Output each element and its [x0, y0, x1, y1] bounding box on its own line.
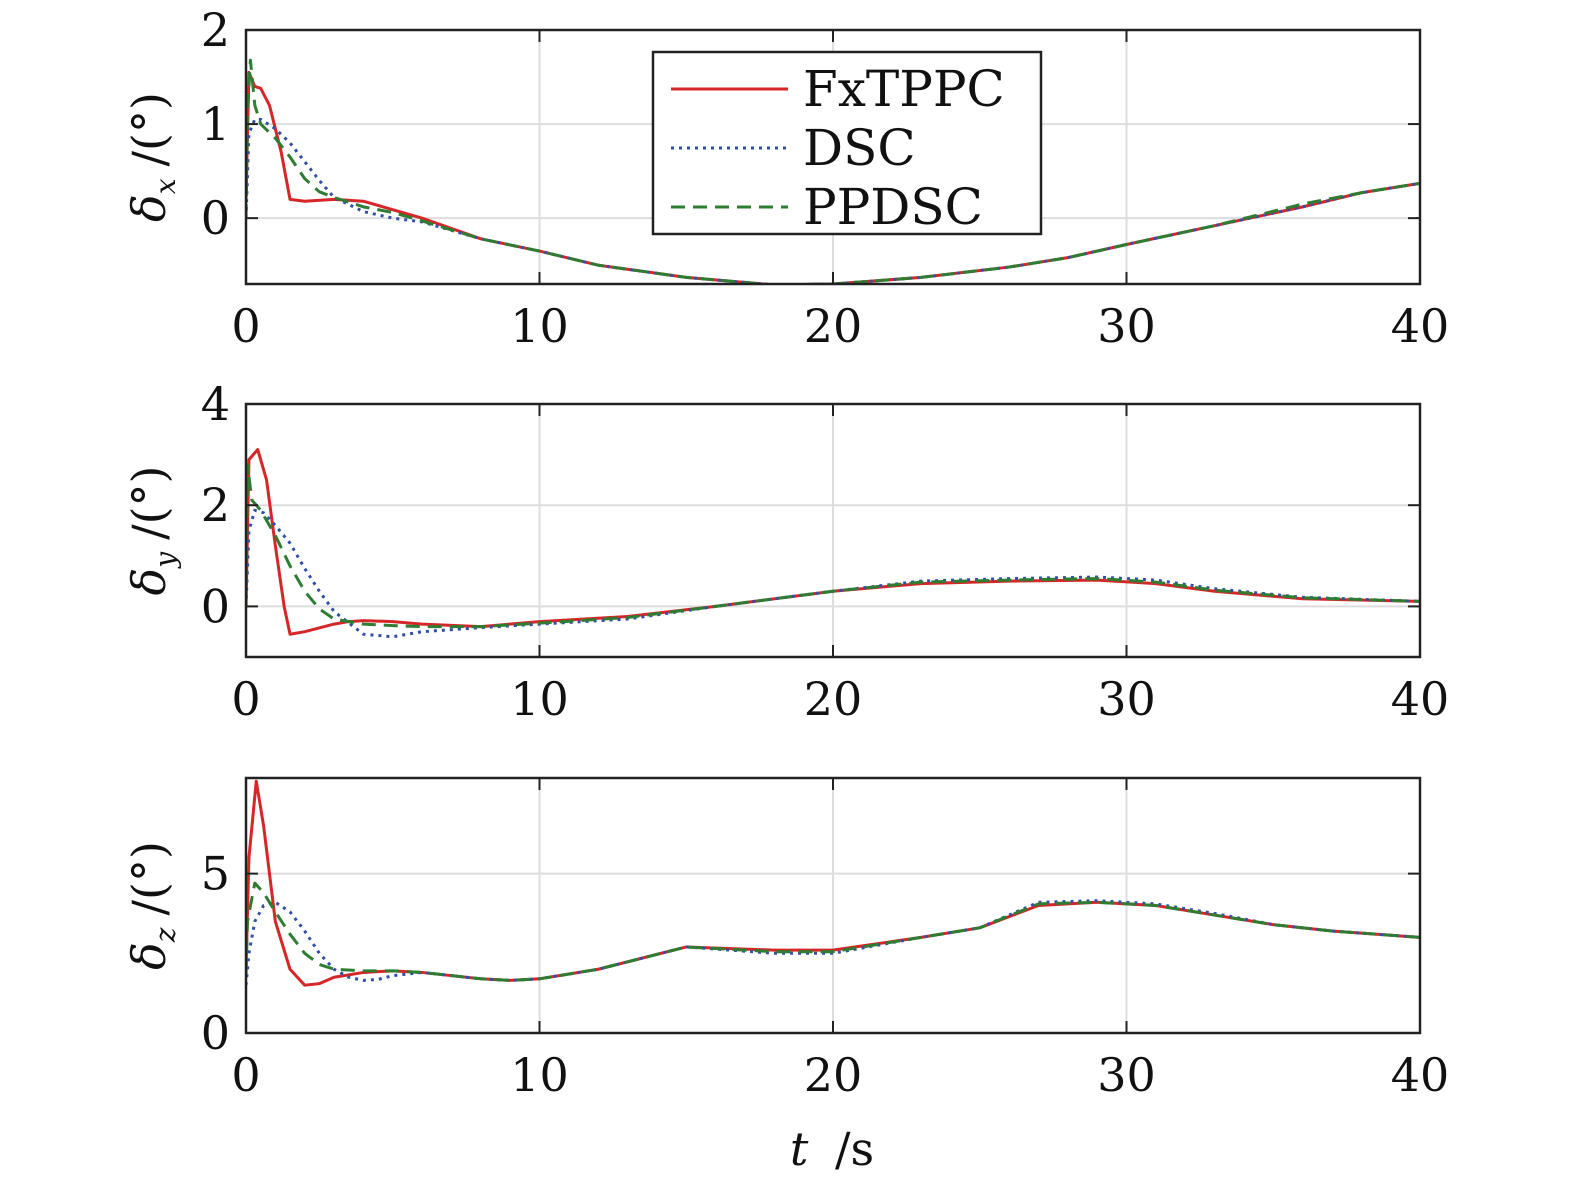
series-line-ppdsc [246, 881, 1420, 982]
y-tick-label: 4 [201, 377, 230, 431]
x-tick-label: 40 [1391, 299, 1450, 353]
y-axis-label-unit: /(°) [122, 466, 176, 540]
series-line-ppdsc [246, 463, 1420, 629]
y-axis-label-unit: /(°) [122, 92, 176, 166]
y-axis-label-subscript: z [149, 927, 182, 943]
legend-label-dsc: DSC [803, 119, 916, 177]
y-axis-label-symbol: δ [122, 942, 176, 970]
x-axis-label-unit: /s [835, 1122, 874, 1176]
y-tick-label: 2 [201, 478, 230, 532]
y-tick-label: 5 [201, 847, 230, 901]
x-axis-label-symbol: t [790, 1122, 809, 1176]
series-group [246, 58, 1420, 284]
x-tick-label: 0 [231, 299, 260, 353]
legend-box [651, 50, 1043, 236]
y-axis-label: δy /(°) [122, 466, 182, 596]
x-tick-label: 10 [510, 1048, 569, 1102]
series-group [246, 448, 1420, 639]
legend-label-ppdsc: PPDSC [803, 178, 983, 236]
y-axis-label-symbol: δ [122, 568, 176, 596]
series-line-fxtppc [246, 448, 1420, 636]
y-tick-label: 2 [201, 3, 230, 57]
x-tick-label: 20 [804, 1048, 863, 1102]
svg-text:t /s: t /s [790, 1122, 874, 1176]
series-group [246, 779, 1420, 987]
subplot-y: 0 10 20 30 40 0 2 4 δy /(°) [122, 377, 1449, 726]
y-axis-label-subscript: x [149, 178, 182, 194]
series-line-ppdsc [246, 58, 1420, 284]
x-tick-label: 30 [1097, 299, 1156, 353]
x-tick-label: 20 [804, 299, 863, 353]
y-axis-label: δz /(°) [122, 841, 182, 970]
x-tick-label: 30 [1097, 1048, 1156, 1102]
y-axis-label-unit: /(°) [122, 841, 176, 915]
x-tick-label: 0 [231, 1048, 260, 1102]
x-tick-label: 20 [804, 672, 863, 726]
y-axis-label: δx /(°) [122, 92, 182, 222]
x-tick-label: 0 [231, 672, 260, 726]
y-tick-label: 0 [201, 1006, 230, 1060]
y-axis-label-symbol: δ [122, 194, 176, 222]
x-tick-label: 30 [1097, 672, 1156, 726]
y-axis-label-subscript: y [149, 551, 182, 570]
y-tick-label: 0 [201, 191, 230, 245]
x-axis-label: t /s [790, 1122, 874, 1176]
y-tick-label: 1 [201, 97, 230, 151]
series-line-dsc [246, 508, 1420, 639]
x-tick-label: 10 [510, 672, 569, 726]
x-tick-label: 40 [1391, 1048, 1450, 1102]
legend-label-fxtppc: FxTPPC [803, 60, 1005, 118]
subplot-z: 0 10 20 30 40 0 5 δz /(°) [122, 776, 1450, 1102]
x-tick-label: 10 [510, 299, 569, 353]
x-tick-label: 40 [1391, 672, 1450, 726]
y-tick-label: 0 [201, 579, 230, 633]
